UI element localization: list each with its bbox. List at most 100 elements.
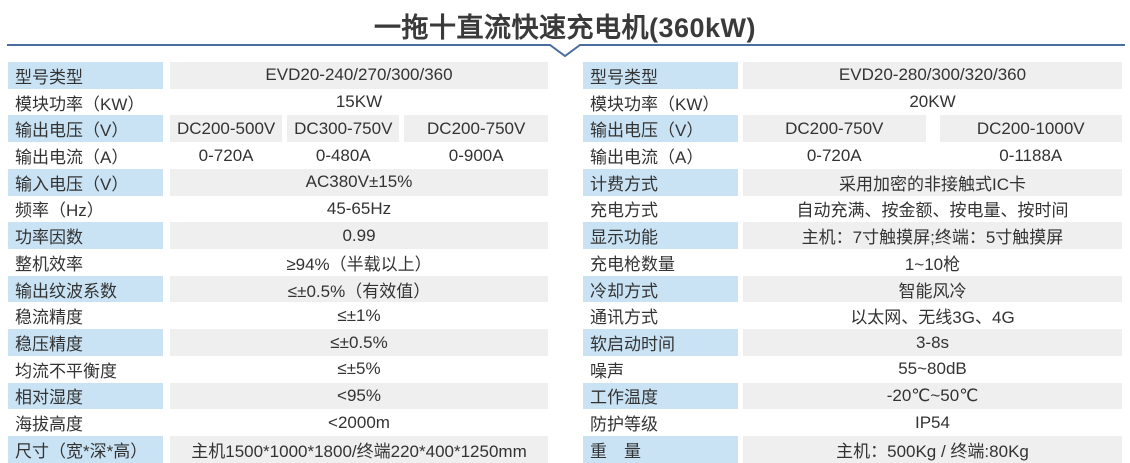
- row-values: 20KW: [743, 89, 1122, 116]
- row-value: 主机：500Kg / 终端:80Kg: [743, 436, 1122, 463]
- row-values: 15KW: [170, 89, 548, 116]
- row-label: 计费方式: [583, 168, 738, 196]
- spec-row: 稳流精度 ≤±1%: [8, 302, 548, 329]
- spec-row: 输出电压（V） DC200-500V DC300-750V DC200-750V: [8, 115, 548, 143]
- spec-row: 输入电压（V） AC380V±15%: [8, 168, 548, 196]
- spec-row: 输出电流（A） 0-720A 0-1188A: [583, 142, 1122, 169]
- spec-row: 显示功能 主机：7寸触摸屏;终端：5寸触摸屏: [583, 222, 1122, 250]
- spec-table-left: 型号类型 EVD20-240/270/300/360 模块功率（KW） 15KW 输出电…: [8, 62, 548, 463]
- spec-row: 冷却方式 智能风冷: [583, 275, 1122, 303]
- spec-row: 功率因数 0.99: [8, 222, 548, 250]
- title-divider-line: [7, 44, 1125, 58]
- row-value: 0-1188A: [999, 145, 1063, 165]
- spec-row: 海拔高度 <2000m: [8, 409, 548, 436]
- spec-row: 充电枪数量 1~10枪: [583, 249, 1122, 276]
- row-value: <2000m: [328, 412, 390, 432]
- row-label: 防护等级: [590, 415, 658, 435]
- row-label: 工作温度: [583, 382, 738, 410]
- row-label: 整机效率: [15, 254, 83, 274]
- row-value: 智能风冷: [743, 275, 1122, 303]
- row-values: -20℃~50℃: [743, 382, 1122, 410]
- spec-row: 型号类型 EVD20-280/300/320/360: [583, 62, 1122, 89]
- row-value: 3-8s: [743, 329, 1122, 356]
- row-values: 0-720A 0-480A 0-900A: [170, 142, 548, 169]
- spec-row: 整机效率 ≥94%（半载以上）: [8, 249, 548, 276]
- row-value: -20℃~50℃: [743, 382, 1122, 410]
- row-value: IP54: [915, 412, 950, 432]
- spec-row: 均流不平衡度 ≤±5%: [8, 356, 548, 383]
- row-value: 采用加密的非接触式IC卡: [743, 168, 1122, 196]
- row-label: 功率因数: [8, 222, 163, 250]
- row-value: <95%: [170, 382, 548, 410]
- spec-row: 软启动时间 3-8s: [583, 329, 1122, 356]
- row-label: 重 量: [583, 436, 738, 463]
- spec-row: 输出电流（A） 0-720A 0-480A 0-900A: [8, 142, 548, 169]
- spec-row: 重 量主机：500Kg / 终端:80Kg: [583, 436, 1122, 463]
- row-values: AC380V±15%: [170, 168, 548, 196]
- row-label: 输出电流（A）: [15, 148, 129, 168]
- row-label: 输出电压（V）: [583, 115, 738, 143]
- row-value: 0-720A: [806, 145, 862, 165]
- row-value: 45-65Hz: [326, 198, 392, 218]
- spec-table-right: 型号类型 EVD20-280/300/320/360 模块功率（KW） 20KW 输出电…: [583, 62, 1122, 463]
- row-label: 海拔高度: [15, 415, 83, 435]
- row-values: 3-8s: [743, 329, 1122, 356]
- row-value: 0-720A: [198, 145, 254, 165]
- spec-row: 模块功率（KW） 20KW: [583, 89, 1122, 116]
- row-values: 0-720A 0-1188A: [743, 142, 1122, 169]
- row-value: DC200-750V: [743, 115, 926, 143]
- row-label: 输出电压（V）: [8, 115, 163, 143]
- row-value: ≤±0.5%（有效值）: [170, 275, 548, 303]
- row-value: 主机1500*1000*1800/终端220*400*1250mm: [170, 436, 548, 463]
- row-value: EVD20-280/300/320/360: [743, 62, 1122, 89]
- spec-row: 充电方式 自动充满、按金额、按电量、按时间: [583, 196, 1122, 223]
- spec-row: 稳压精度 ≤±0.5%: [8, 329, 548, 356]
- row-value: ≤±0.5%: [170, 329, 548, 356]
- spec-row: 模块功率（KW） 15KW: [8, 89, 548, 116]
- row-label: 输出纹波系数: [8, 275, 163, 303]
- row-label: 噪声: [590, 361, 624, 381]
- row-value: DC200-500V: [170, 115, 283, 143]
- row-values: ≤±0.5%（有效值）: [170, 275, 548, 303]
- row-label: 尺寸（宽*深*高）: [8, 436, 163, 463]
- row-label: 型号类型: [583, 62, 738, 89]
- row-values: DC200-750V DC200-1000V: [743, 115, 1122, 143]
- row-label: 输出电流（A）: [590, 148, 704, 168]
- row-values: <95%: [170, 382, 548, 410]
- row-values: <2000m: [170, 409, 548, 436]
- row-values: EVD20-280/300/320/360: [743, 62, 1122, 89]
- page-title: 一拖十直流快速充电机(360kW): [373, 13, 757, 43]
- row-value: AC380V±15%: [170, 168, 548, 196]
- row-value: DC200-750V: [404, 115, 548, 143]
- row-values: 主机1500*1000*1800/终端220*400*1250mm: [170, 436, 548, 463]
- row-values: EVD20-240/270/300/360: [170, 62, 548, 89]
- row-value: DC300-750V: [287, 115, 400, 143]
- row-values: 0.99: [170, 222, 548, 250]
- row-values: IP54: [743, 409, 1122, 436]
- spec-row: 工作温度 -20℃~50℃: [583, 382, 1122, 410]
- row-value: ≥94%（半载以上）: [286, 254, 432, 274]
- row-label: 充电枪数量: [590, 254, 675, 274]
- spec-row: 型号类型 EVD20-240/270/300/360: [8, 62, 548, 89]
- row-values: 主机：500Kg / 终端:80Kg: [743, 436, 1122, 463]
- spec-row: 相对湿度 <95%: [8, 382, 548, 410]
- row-label: 软启动时间: [583, 329, 738, 356]
- row-values: 以太网、无线3G、4G: [743, 302, 1122, 329]
- row-label: 输入电压（V）: [8, 168, 163, 196]
- row-label: 充电方式: [590, 201, 658, 221]
- row-value: EVD20-240/270/300/360: [170, 62, 548, 89]
- row-label: 显示功能: [583, 222, 738, 250]
- spec-row: 噪声 55~80dB: [583, 356, 1122, 383]
- row-label: 模块功率（KW）: [590, 94, 720, 114]
- row-value: 1~10枪: [904, 254, 961, 274]
- row-values: 1~10枪: [743, 249, 1122, 276]
- spec-row: 通讯方式 以太网、无线3G、4G: [583, 302, 1122, 329]
- row-values: 55~80dB: [743, 356, 1122, 383]
- row-value: 0.99: [170, 222, 548, 250]
- row-values: ≤±5%: [170, 356, 548, 383]
- row-value: 主机：7寸触摸屏;终端：5寸触摸屏: [743, 222, 1122, 250]
- row-label: 相对湿度: [8, 382, 163, 410]
- row-values: 主机：7寸触摸屏;终端：5寸触摸屏: [743, 222, 1122, 250]
- row-value: ≤±1%: [337, 305, 381, 325]
